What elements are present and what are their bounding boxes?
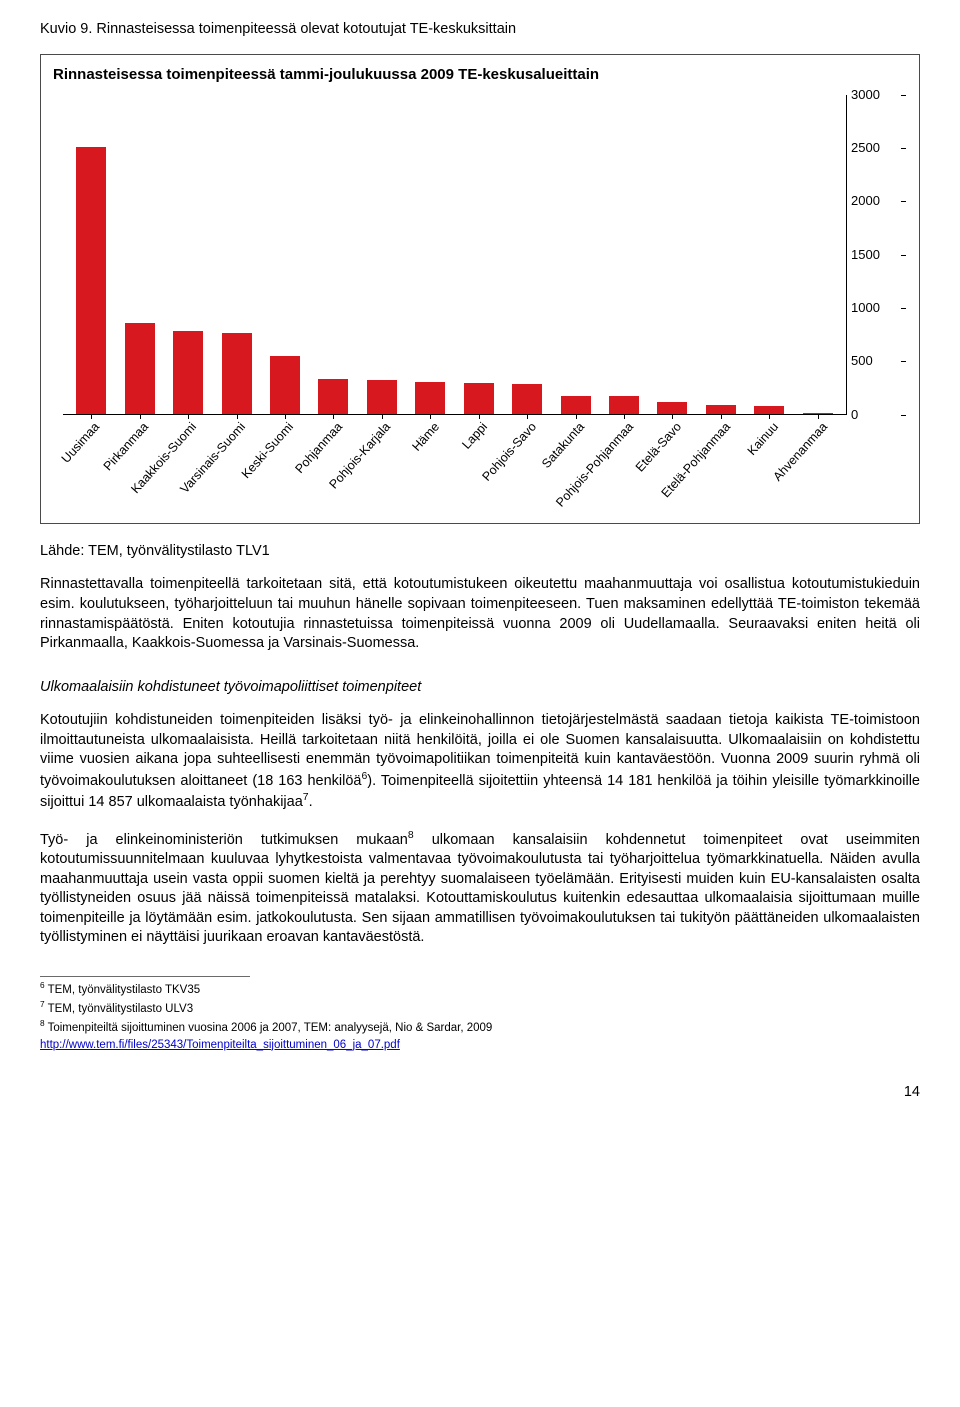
x-tick-label: Satakunta [539,419,589,472]
chart-bar [561,396,591,414]
body-paragraph: Rinnastettavalla toimenpiteellä tarkoite… [40,575,920,653]
chart-bar [706,405,736,414]
chart-bar [609,396,639,414]
body-paragraph: Kotoutujiin kohdistuneiden toimenpiteide… [40,711,920,812]
y-tick-label: 1500 [851,246,880,264]
body-paragraph: Työ- ja elinkeinoministeriön tutkimuksen… [40,829,920,948]
chart-bar [464,383,494,414]
page-number: 14 [40,1083,920,1103]
chart-plot: 050010001500200025003000 [63,95,847,415]
footnote-link[interactable]: http://www.tem.fi/files/25343/Toimenpite… [40,1039,400,1051]
chart-bar [173,331,203,414]
footnotes: 6 TEM, työnvälitystilasto TKV35 7 TEM, t… [40,972,250,1053]
text: ulkomaan kansalaisiin kohdennetut toimen… [40,831,920,945]
chart-bar [367,380,397,414]
x-tick-label: Lappi [459,419,492,453]
y-tick-label: 2000 [851,193,880,211]
text: . [309,794,313,810]
x-tick-label: Häme [408,419,443,455]
chart-bar [318,379,348,414]
chart-bar [415,382,445,414]
chart-x-axis: UusimaaPirkanmaaKaakkois-SuomiVarsinais-… [63,415,847,493]
chart-bars [63,95,846,414]
y-tick-label: 500 [851,353,873,371]
y-tick-label: 1000 [851,299,880,317]
footnote-text: Toimenpiteiltä sijoittuminen vuosina 200… [45,1022,493,1034]
chart-bar [270,356,300,414]
chart-bar [754,406,784,413]
x-tick-label: Uusimaa [58,419,104,467]
footnote: 6 TEM, työnvälitystilasto TKV35 [40,980,920,998]
footnote-text: TEM, työnvälitystilasto ULV3 [45,1003,194,1015]
chart-bar [657,402,687,414]
chart-bar [125,323,155,414]
text: Työ- ja elinkeinoministeriön tutkimuksen… [40,831,408,847]
x-tick-label: Kainuu [744,419,783,459]
chart-bar [76,147,106,414]
chart-source: Lähde: TEM, työnvälitystilasto TLV1 [40,542,920,562]
section-subhead: Ulkomaalaisiin kohdistuneet työvoimapoli… [40,678,920,698]
footnote: 8 Toimenpiteiltä sijoittuminen vuosina 2… [40,1018,920,1036]
y-tick-label: 0 [851,406,858,424]
y-tick-label: 3000 [851,86,880,104]
footnote-link-line: http://www.tem.fi/files/25343/Toimenpite… [40,1037,920,1053]
chart-container: Rinnasteisessa toimenpiteessä tammi-joul… [40,54,920,524]
footnote: 7 TEM, työnvälitystilasto ULV3 [40,999,920,1017]
chart-y-axis: 050010001500200025003000 [851,95,901,414]
chart-title: Rinnasteisessa toimenpiteessä tammi-joul… [53,65,907,85]
y-tick-label: 2500 [851,139,880,157]
chart-bar [222,333,252,414]
footnote-text: TEM, työnvälitystilasto TKV35 [45,984,201,996]
figure-caption: Kuvio 9. Rinnasteisessa toimenpiteessä o… [40,20,920,40]
chart-bar [512,384,542,414]
